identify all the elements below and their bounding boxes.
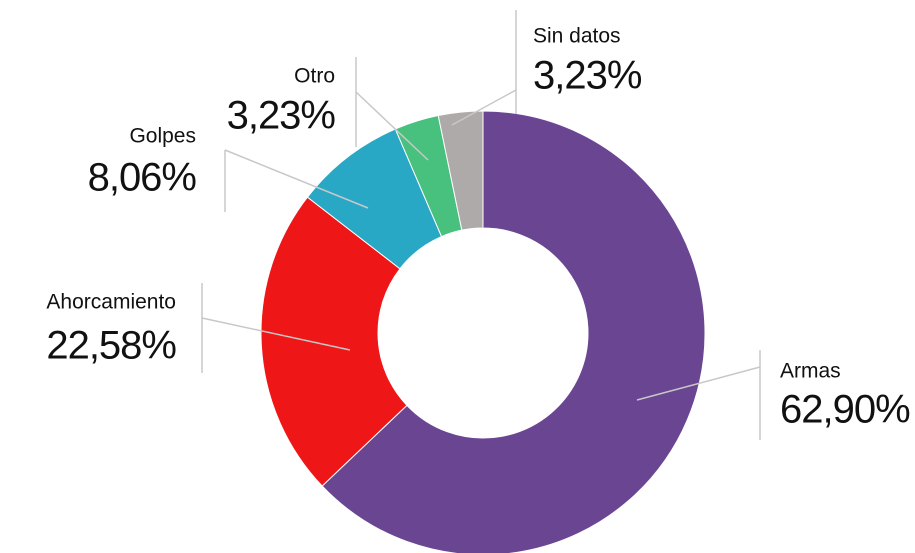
value-label: 8,06% [88,156,197,200]
leader-line [355,91,429,161]
leader-line [636,366,761,401]
slice [321,110,706,553]
value-label: 3,23% [227,94,336,138]
slice [260,196,408,487]
value-label: 3,23% [533,54,642,98]
value-label: 22,58% [46,324,176,368]
value-label: 62,90% [780,388,910,432]
category-label: Golpes [129,125,196,148]
category-label: Sin datos [533,25,621,48]
category-label: Armas [780,360,841,383]
category-label: Ahorcamiento [46,291,176,314]
slice [437,110,484,231]
leader-line [451,89,517,126]
leader-line [201,317,351,351]
leader-line [224,149,369,209]
category-label: Otro [294,65,335,88]
